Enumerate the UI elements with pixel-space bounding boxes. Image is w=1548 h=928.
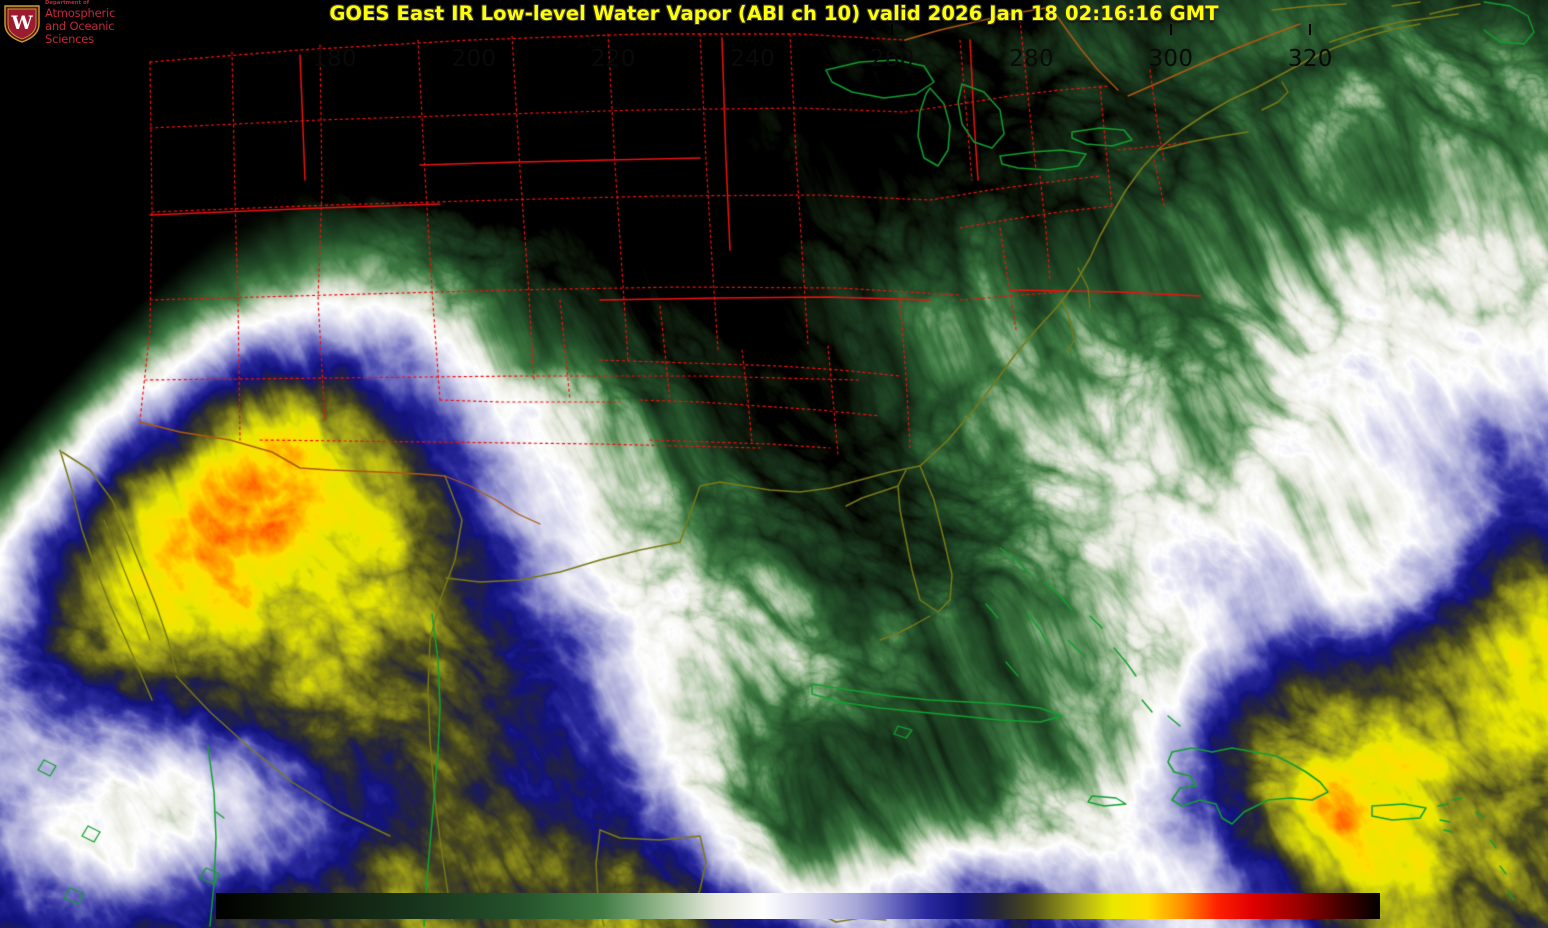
svg-text:W: W bbox=[10, 12, 33, 34]
uw-crest-icon: W bbox=[2, 2, 42, 44]
logo-text-block: Department of Atmospheric and Oceanic Sc… bbox=[45, 0, 155, 46]
logo-department-prefix: Department of bbox=[45, 0, 90, 6]
logo-name-line2: and Oceanic Sciences bbox=[45, 18, 115, 46]
logo-name-line1: Atmospheric bbox=[45, 5, 116, 20]
colorbar-gradient[interactable] bbox=[216, 893, 1380, 919]
uw-aos-logo: W Department of Atmospheric and Oceanic … bbox=[0, 0, 155, 46]
